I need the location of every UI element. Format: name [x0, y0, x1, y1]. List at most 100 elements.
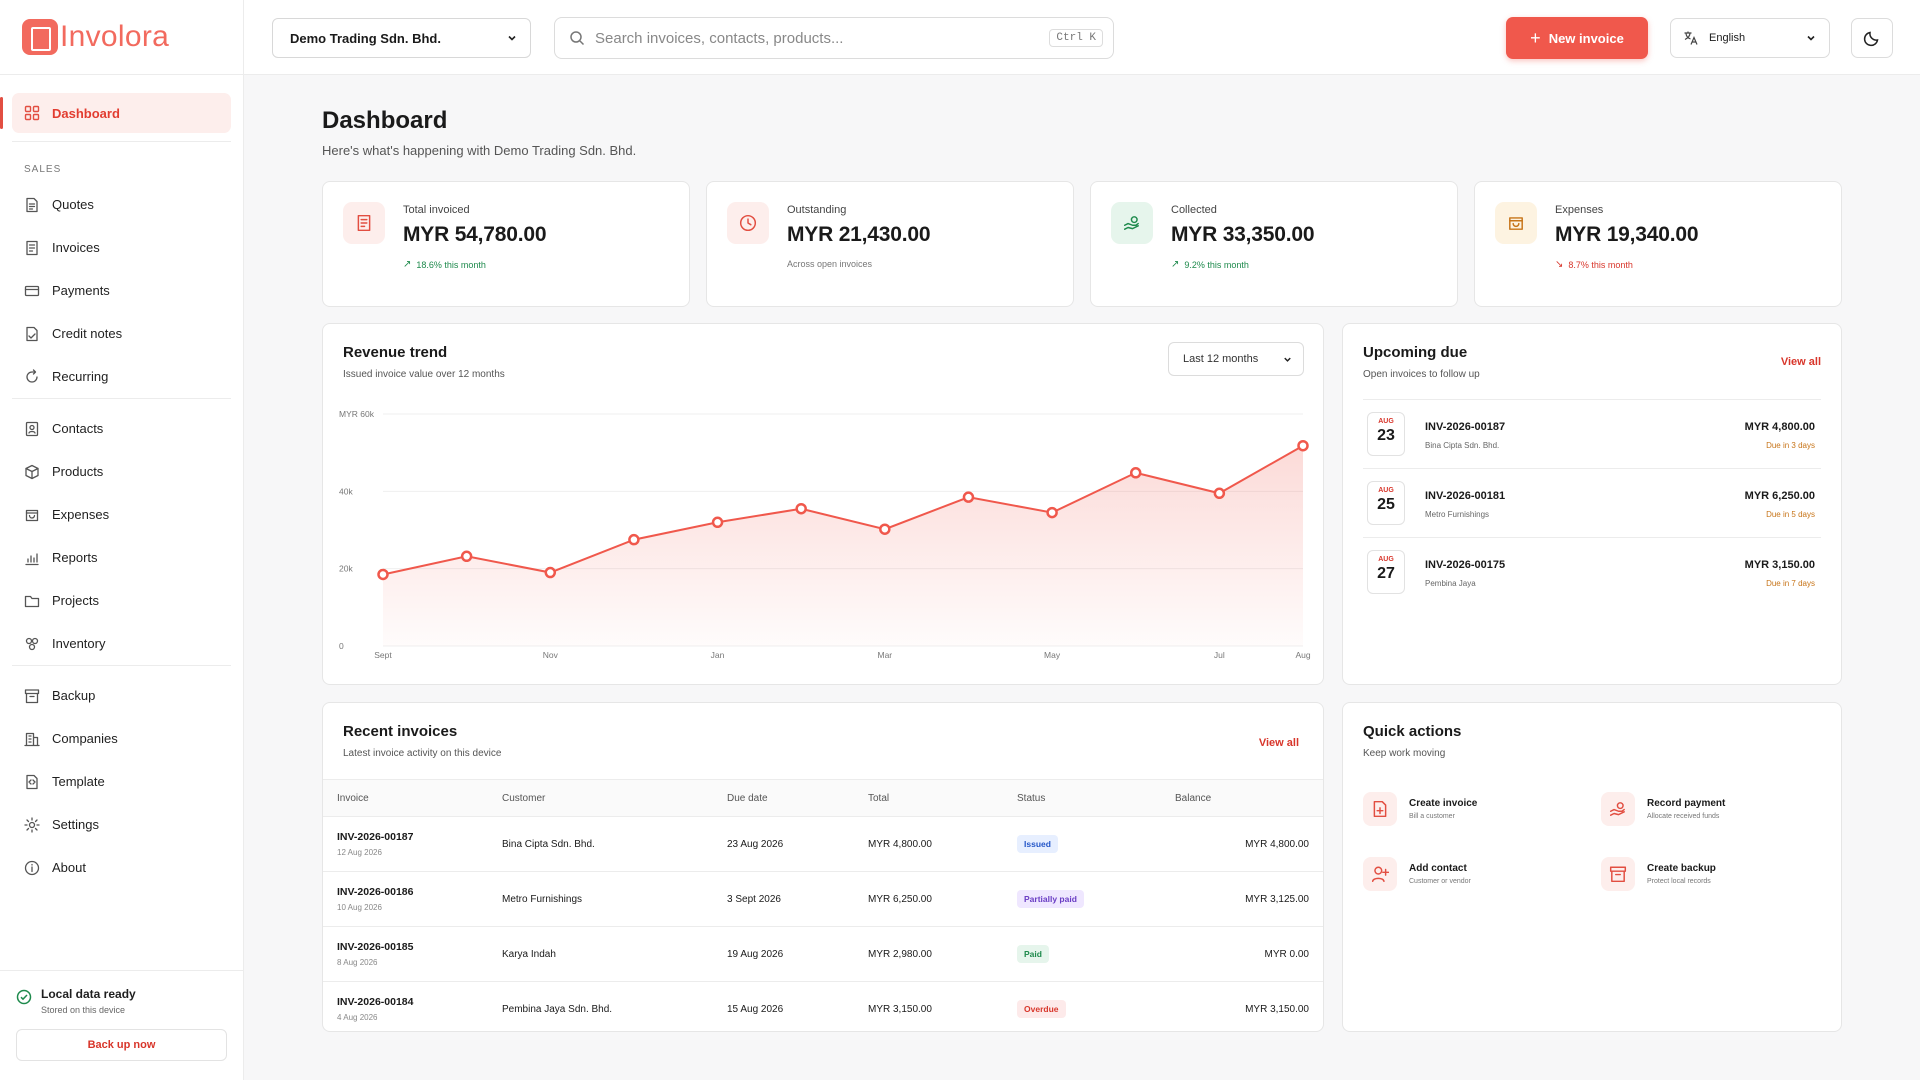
record-payment-action[interactable]: Record payment Allocate received funds	[1601, 789, 1821, 829]
new-invoice-label: New invoice	[1548, 30, 1624, 46]
data-point	[1046, 506, 1058, 519]
sidebar-item-projects[interactable]: Projects	[12, 579, 231, 622]
trend-arrow-icon: ↗	[1171, 259, 1180, 270]
quick-action-icon-wrap	[1363, 857, 1397, 891]
column-header[interactable]: Due date	[727, 779, 868, 817]
due-amount: MYR 4,800.00	[1744, 421, 1815, 433]
invoice-cell: INV-2026-00186 10 Aug 2026	[323, 871, 502, 927]
sidebar-item-products[interactable]: Products	[12, 450, 231, 493]
invoice-number[interactable]: INV-2026-00186	[337, 886, 414, 898]
x-tick-label: Nov	[543, 650, 559, 660]
sidebar-item-credit-notes[interactable]: Credit notes	[12, 312, 231, 355]
sidebar-item-reports[interactable]: Reports	[12, 536, 231, 579]
recent-subtitle: Latest invoice activity on this device	[343, 748, 502, 759]
search-input[interactable]: Search invoices, contacts, products... C…	[554, 17, 1114, 59]
upcoming-item[interactable]: AUG 27 INV-2026-00175 Pembina Jaya MYR 3…	[1363, 537, 1821, 605]
topbar: Demo Trading Sdn. Bhd. Search invoices, …	[244, 0, 1920, 75]
due-date-cell: 23 Aug 2026	[727, 816, 868, 872]
column-header[interactable]: Customer	[502, 779, 727, 817]
x-tick-label: Jan	[711, 650, 725, 660]
sidebar-item-dashboard[interactable]: Dashboard	[0, 93, 231, 133]
due-date-cell: 19 Aug 2026	[727, 926, 868, 982]
due-month: AUG	[1378, 418, 1394, 425]
due-month: AUG	[1378, 487, 1394, 494]
language-select[interactable]: English	[1670, 18, 1830, 58]
sidebar-item-label: Companies	[52, 731, 118, 746]
due-in-days: Due in 5 days	[1766, 510, 1815, 519]
app-name: Involora	[60, 20, 170, 53]
stat-trend: ↗ 9.2% this month	[1171, 259, 1314, 270]
create-backup-action[interactable]: Create backup Protect local records	[1601, 854, 1821, 894]
status-cell: Partially paid	[1017, 871, 1175, 927]
revenue-trend-card: Revenue trend Issued invoice value over …	[322, 323, 1324, 685]
invoice-number[interactable]: INV-2026-00185	[337, 941, 414, 953]
quick-action-title: Create invoice	[1409, 798, 1478, 809]
table-row[interactable]: INV-2026-00186 10 Aug 2026 Metro Furnish…	[323, 871, 1323, 927]
sidebar-item-quotes[interactable]: Quotes	[12, 183, 231, 226]
local-data-status: Local data ready Stored on this device	[16, 987, 227, 1015]
stat-trend: ↗ 18.6% this month	[403, 259, 546, 270]
table-row[interactable]: INV-2026-00187 12 Aug 2026 Bina Cipta Sd…	[323, 816, 1323, 872]
revenue-line	[382, 444, 1304, 576]
due-month: AUG	[1378, 556, 1394, 563]
column-header[interactable]: Invoice	[323, 779, 502, 817]
hand-coin-icon	[1609, 802, 1625, 816]
app-logo[interactable]: Involora	[0, 0, 243, 75]
status-badge: Partially paid	[1017, 890, 1084, 908]
sidebar-item-backup[interactable]: Backup	[12, 674, 231, 717]
stat-value: MYR 54,780.00	[403, 223, 547, 246]
sales-nav-list: Quotes Invoices Payments Credit notes Recurr…	[12, 183, 231, 398]
info-icon	[24, 860, 40, 875]
upcoming-item[interactable]: AUG 25 INV-2026-00181 Metro Furnishings …	[1363, 468, 1821, 536]
stat-card-total-invoiced: Total invoiced MYR 54,780.00 ↗ 18.6% this…	[322, 181, 690, 307]
chevron-down-icon	[508, 35, 516, 41]
sidebar-item-recurring[interactable]: Recurring	[12, 355, 231, 398]
theme-toggle-button[interactable]	[1851, 18, 1893, 58]
manage-nav-list: Contacts Products Expenses Reports Projects I…	[12, 407, 231, 665]
invoice-number[interactable]: INV-2026-00187	[337, 831, 414, 843]
range-select[interactable]: Last 12 months	[1168, 342, 1304, 376]
new-invoice-button[interactable]: + New invoice	[1506, 17, 1648, 59]
back-up-now-button[interactable]: Back up now	[16, 1029, 227, 1061]
due-date-cell: 15 Aug 2026	[727, 981, 868, 1031]
sidebar-item-companies[interactable]: Companies	[12, 717, 231, 760]
column-header[interactable]: Balance	[1175, 779, 1323, 817]
recent-view-all-link[interactable]: View all	[1258, 737, 1299, 749]
data-point	[711, 516, 724, 529]
translate-icon	[1684, 31, 1698, 45]
archive-icon	[24, 688, 40, 703]
table-row[interactable]: INV-2026-00185 8 Aug 2026 Karya Indah 19…	[323, 926, 1323, 982]
due-customer: Metro Furnishings	[1425, 510, 1490, 519]
sidebar-item-template[interactable]: Template	[12, 760, 231, 803]
sidebar-item-label: Settings	[52, 817, 99, 832]
customer-cell: Karya Indah	[502, 926, 727, 982]
balance-cell: MYR 3,125.00	[1175, 871, 1323, 927]
x-tick-label: Aug	[1295, 650, 1310, 660]
sidebar-item-contacts[interactable]: Contacts	[12, 407, 231, 450]
sidebar-item-about[interactable]: About	[12, 846, 231, 889]
sidebar-item-inventory[interactable]: Inventory	[12, 622, 231, 665]
sidebar-item-settings[interactable]: Settings	[12, 803, 231, 846]
add-contact-action[interactable]: Add contact Customer or vendor	[1363, 854, 1583, 894]
page-title: Dashboard	[322, 107, 448, 134]
sidebar-item-label: Dashboard	[52, 105, 120, 121]
upcoming-view-all-link[interactable]: View all	[1780, 356, 1821, 368]
sidebar-item-payments[interactable]: Payments	[12, 269, 231, 312]
recent-title: Recent invoices	[343, 723, 458, 740]
invoice-number[interactable]: INV-2026-00184	[337, 996, 414, 1008]
sidebar-item-invoices[interactable]: Invoices	[12, 226, 231, 269]
archive-icon	[1609, 866, 1627, 883]
column-header[interactable]: Total	[868, 779, 1017, 817]
table-row[interactable]: INV-2026-00184 4 Aug 2026 Pembina Jaya S…	[323, 981, 1323, 1031]
stat-note: Across open invoices	[787, 259, 873, 269]
revenue-subtitle: Issued invoice value over 12 months	[343, 369, 505, 380]
upcoming-item[interactable]: AUG 23 INV-2026-00187 Bina Cipta Sdn. Bh…	[1363, 399, 1821, 467]
create-invoice-action[interactable]: Create invoice Bill a customer	[1363, 789, 1583, 829]
search-shortcut: Ctrl K	[1049, 29, 1103, 47]
quick-action-icon-wrap	[1601, 857, 1635, 891]
x-tick-label: Jul	[1214, 650, 1225, 660]
company-select[interactable]: Demo Trading Sdn. Bhd.	[272, 18, 531, 58]
inventory-icon	[25, 637, 39, 650]
sidebar-item-expenses[interactable]: Expenses	[12, 493, 231, 536]
column-header[interactable]: Status	[1017, 779, 1175, 817]
